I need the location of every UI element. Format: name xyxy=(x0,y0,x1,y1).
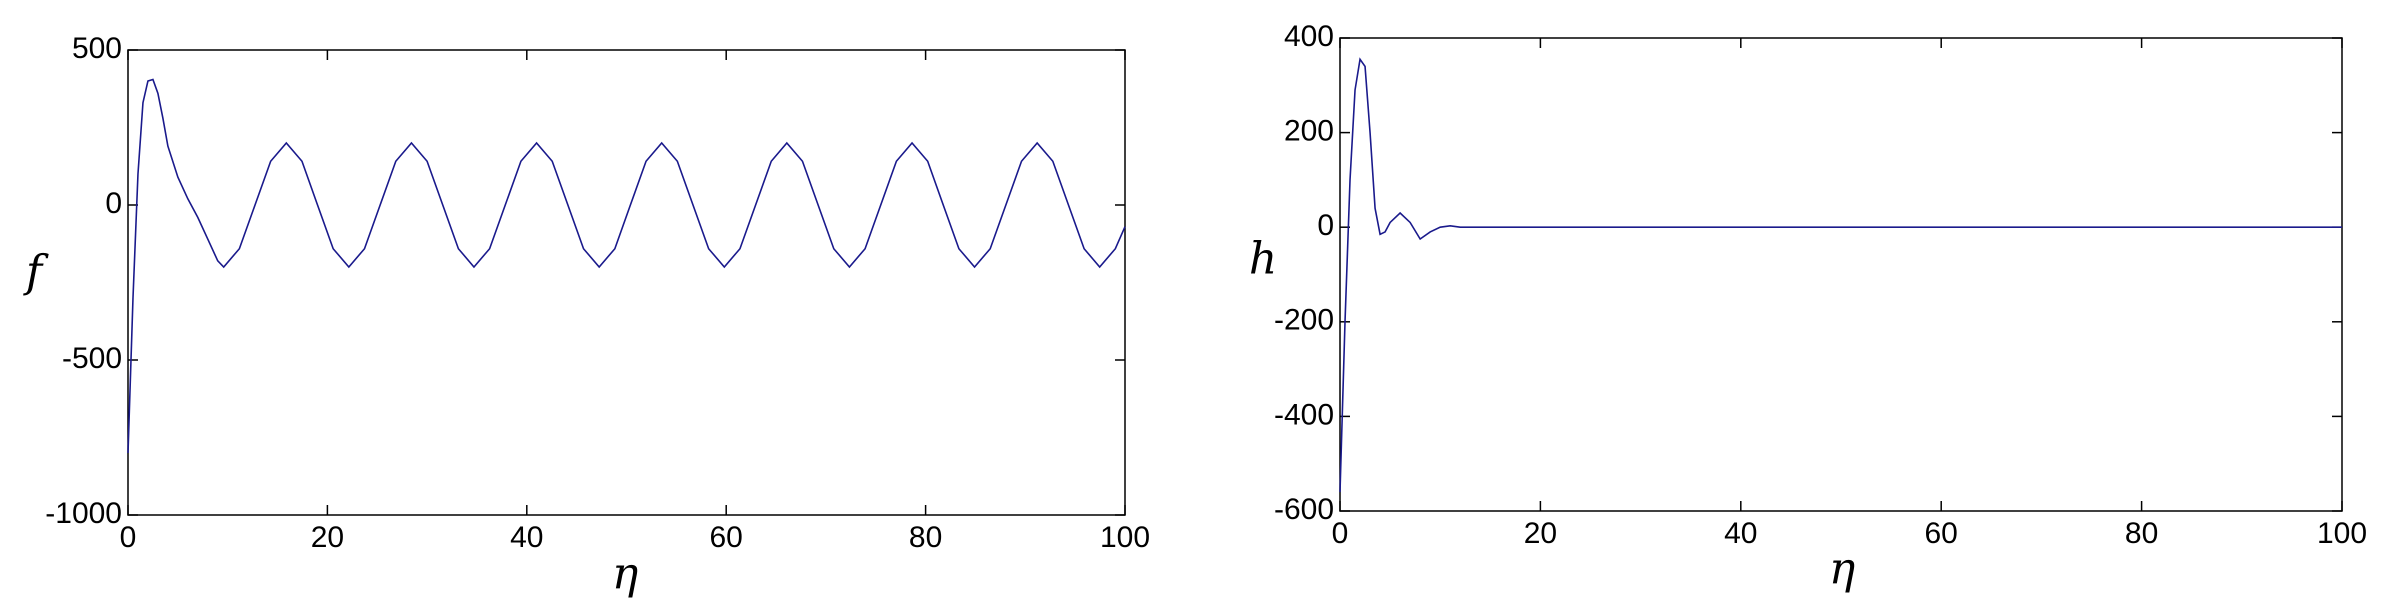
plot-area xyxy=(127,49,1126,516)
y-tick-label: 0 xyxy=(1317,209,1334,242)
x-tick-label: 60 xyxy=(1925,517,1958,550)
y-tick-label: 0 xyxy=(105,187,122,220)
y-axis-label: h xyxy=(1249,234,1277,285)
y-tick-label: -200 xyxy=(1274,304,1334,337)
x-tick-label: 40 xyxy=(1724,517,1757,550)
y-tick-label: 400 xyxy=(1284,20,1334,53)
x-tick-label: 0 xyxy=(1332,517,1349,550)
x-tick-label: 40 xyxy=(510,521,543,554)
x-axis-label: η xyxy=(1829,544,1855,595)
y-tick-label: -1000 xyxy=(45,497,122,530)
y-tick-label: 500 xyxy=(72,32,122,65)
y-tick-label: -400 xyxy=(1274,398,1334,431)
y-tick-label: 200 xyxy=(1284,115,1334,148)
x-tick-label: 100 xyxy=(2317,517,2367,550)
plot-area xyxy=(1339,37,2343,512)
data-line xyxy=(1339,57,2342,493)
data-line xyxy=(127,78,1126,454)
x-tick-label: 80 xyxy=(2125,517,2158,550)
x-tick-label: 60 xyxy=(710,521,743,554)
x-tick-label: 20 xyxy=(1524,517,1557,550)
y-tick-label: -600 xyxy=(1274,493,1334,526)
y-axis-label: f xyxy=(23,247,49,298)
x-axis-label: η xyxy=(612,549,638,600)
x-tick-label: 20 xyxy=(311,521,344,554)
x-tick-label: 100 xyxy=(1100,521,1150,554)
y-tick-label: -500 xyxy=(62,342,122,375)
x-tick-label: 0 xyxy=(120,521,137,554)
x-tick-label: 80 xyxy=(909,521,942,554)
